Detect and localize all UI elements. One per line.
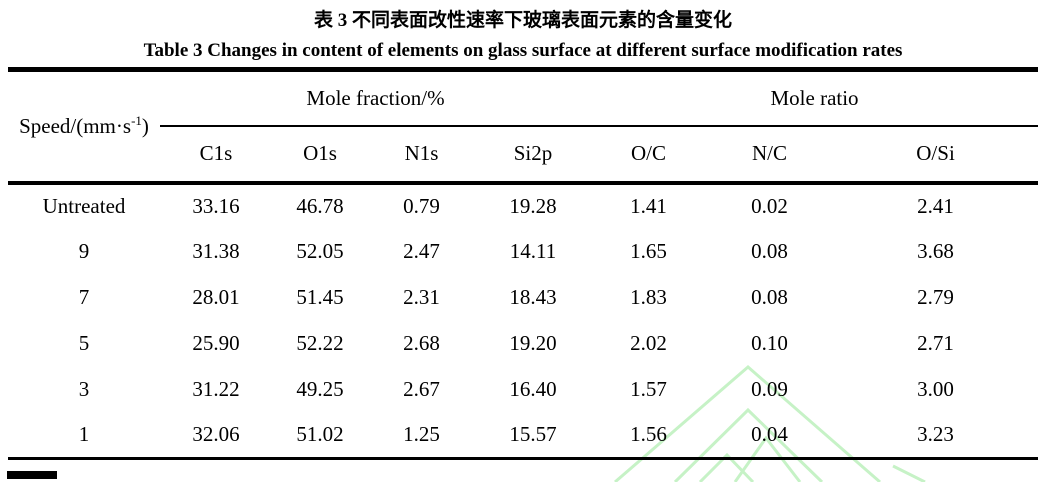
- cell-c1s: 33.16: [192, 194, 240, 218]
- cell-o1s: 52.22: [296, 331, 344, 355]
- group-header-mole-ratio: Mole ratio: [591, 69, 1039, 127]
- speed-header-base: Speed/(mm·s: [19, 114, 132, 139]
- table-row: 5 25.90 52.22 2.68 19.20 2.02 0.10 2.71: [8, 321, 1038, 367]
- table-row: 3 31.22 49.25 2.67 16.40 1.57 0.09 3.00: [8, 367, 1038, 413]
- column-header-oc: O/C: [591, 125, 707, 185]
- cell-c1s: 28.01: [192, 285, 240, 309]
- cell-speed: 3: [78, 377, 90, 401]
- column-header-c1s: C1s: [160, 125, 272, 185]
- cell-o1s: 46.78: [296, 194, 344, 218]
- cell-si2p: 19.28: [509, 194, 557, 218]
- cell-si2p: 18.43: [509, 285, 557, 309]
- cell-c1s: 31.38: [192, 239, 240, 263]
- cell-n1s: 0.79: [403, 194, 440, 218]
- cell-oc: 1.56: [630, 422, 667, 447]
- cell-nc: 0.04: [751, 422, 788, 447]
- cell-oc: 1.83: [630, 285, 667, 309]
- cell-o1s: 51.45: [296, 285, 344, 309]
- cell-o1s: 49.25: [296, 377, 344, 401]
- cell-oc: 1.57: [630, 377, 667, 401]
- cell-n1s: 2.47: [403, 239, 440, 263]
- cell-nc: 0.02: [751, 194, 788, 218]
- cell-speed: Untreated: [42, 194, 126, 218]
- table-row: 7 28.01 51.45 2.31 18.43 1.83 0.08 2.79: [8, 275, 1038, 321]
- speed-header-close: ): [141, 114, 149, 139]
- table-row: Untreated 33.16 46.78 0.79 19.28 1.41 0.…: [8, 183, 1038, 229]
- cell-c1s: 31.22: [192, 377, 240, 401]
- cell-o1s: 52.05: [296, 239, 344, 263]
- cell-o1s: 51.02: [296, 422, 344, 447]
- cell-speed: 9: [78, 239, 90, 263]
- column-header-si2p: Si2p: [475, 125, 592, 185]
- column-header-speed: Speed/(mm·s-1): [8, 69, 160, 185]
- cell-oc: 1.65: [630, 239, 667, 263]
- column-header-o1s: O1s: [272, 125, 368, 185]
- cell-n1s: 2.31: [403, 285, 440, 309]
- column-header-nc: N/C: [706, 125, 834, 185]
- cell-c1s: 32.06: [192, 422, 240, 447]
- bottom-left-rule-bar: [7, 471, 57, 479]
- cell-si2p: 14.11: [509, 239, 557, 263]
- cell-osi: 3.00: [917, 377, 954, 401]
- cell-speed: 7: [78, 285, 90, 309]
- cell-nc: 0.08: [751, 285, 788, 309]
- cell-nc: 0.09: [751, 377, 788, 401]
- cell-si2p: 16.40: [509, 377, 557, 401]
- cell-c1s: 25.90: [192, 331, 240, 355]
- cell-nc: 0.08: [751, 239, 788, 263]
- elements-content-table: Speed/(mm·s-1) Mole fraction/% Mole rati…: [8, 67, 1039, 460]
- cell-n1s: 2.68: [403, 331, 440, 355]
- cell-osi: 2.79: [917, 285, 954, 309]
- cell-osi: 2.71: [917, 331, 954, 355]
- table-title-chinese: 表 3 不同表面改性速率下玻璃表面元素的含量变化: [313, 10, 732, 31]
- table-row: 1 32.06 51.02 1.25 15.57 1.56 0.04 3.23: [8, 413, 1038, 459]
- speed-header-superscript: -1: [131, 113, 142, 129]
- cell-n1s: 2.67: [403, 377, 440, 401]
- cell-n1s: 1.25: [403, 422, 440, 447]
- table-title-english: Table 3 Changes in content of elements o…: [143, 40, 903, 61]
- cell-speed: 5: [78, 331, 90, 355]
- cell-osi: 2.41: [917, 194, 954, 218]
- group-header-mole-fraction: Mole fraction/%: [160, 69, 592, 127]
- table-row: 9 31.38 52.05 2.47 14.11 1.65 0.08 3.68: [8, 229, 1038, 275]
- column-header-osi: O/Si: [833, 125, 1039, 185]
- column-header-n1s: N1s: [368, 125, 475, 185]
- cell-osi: 3.68: [917, 239, 954, 263]
- cell-si2p: 19.20: [509, 331, 557, 355]
- watermark-right-fragment: [892, 464, 926, 482]
- cell-speed: 1: [78, 422, 90, 447]
- cell-nc: 0.10: [751, 331, 788, 355]
- cell-oc: 2.02: [630, 331, 667, 355]
- cell-oc: 1.41: [630, 194, 667, 218]
- cell-si2p: 15.57: [509, 422, 557, 447]
- cell-osi: 3.23: [917, 422, 954, 447]
